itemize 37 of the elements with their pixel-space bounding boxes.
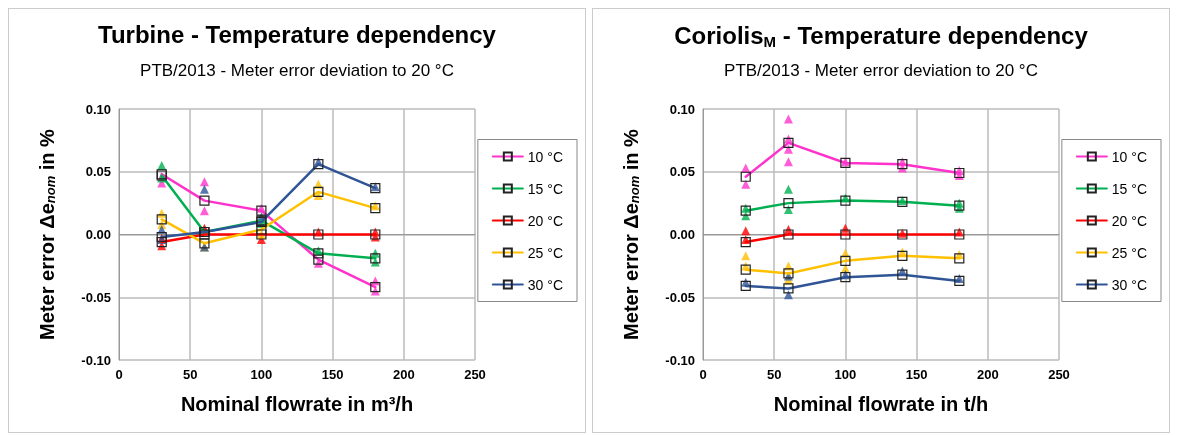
- x-tick-label: 100: [834, 367, 857, 382]
- x-axis-title: Nominal flowrate in m³/h: [180, 393, 414, 415]
- x-tick-label: 50: [182, 367, 198, 382]
- legend-label: 25 °C: [527, 244, 563, 261]
- legend-label: 10 °C: [1111, 148, 1147, 165]
- x-tick-label: 50: [766, 367, 782, 382]
- x-tick-label: 0: [115, 367, 123, 382]
- legend-label: 10 °C: [527, 148, 563, 165]
- y-tick-label: 0.05: [85, 164, 111, 180]
- x-tick-label: 250: [464, 367, 486, 382]
- legend-label: 30 °C: [1111, 276, 1147, 293]
- chart-subtitle: PTB/2013 - Meter error deviation to 20 °C: [724, 61, 1038, 80]
- y-tick-label: 0.00: [85, 227, 111, 242]
- x-tick-label: 0: [699, 367, 707, 382]
- chart-title: Turbine - Temperature dependency: [98, 20, 497, 48]
- y-tick-label: 0.10: [85, 101, 111, 117]
- legend-label: 15 °C: [1111, 180, 1147, 197]
- y-tick-label: -0.10: [665, 352, 695, 368]
- legend-label: 30 °C: [527, 276, 563, 293]
- x-tick-label: 100: [250, 367, 273, 382]
- y-tick-label: -0.05: [665, 289, 695, 305]
- x-tick-label: 200: [392, 367, 415, 382]
- y-tick-label: -0.05: [81, 289, 111, 305]
- x-tick-label: 150: [321, 367, 344, 382]
- x-tick-label: 200: [976, 367, 999, 382]
- y-tick-label: 0.00: [669, 227, 695, 242]
- legend-label: 20 °C: [1111, 212, 1147, 229]
- legend-label: 25 °C: [1111, 244, 1147, 261]
- x-axis-title: Nominal flowrate in t/h: [773, 393, 989, 415]
- x-tick-label: 150: [905, 367, 928, 382]
- legend-label: 20 °C: [527, 212, 563, 229]
- y-tick-label: 0.10: [669, 101, 695, 117]
- chart-subtitle: PTB/2013 - Meter error deviation to 20 °C: [140, 61, 454, 80]
- legend-label: 15 °C: [527, 180, 563, 197]
- x-tick-label: 250: [1048, 367, 1070, 382]
- y-tick-label: 0.05: [669, 164, 695, 180]
- y-tick-label: -0.10: [81, 352, 111, 368]
